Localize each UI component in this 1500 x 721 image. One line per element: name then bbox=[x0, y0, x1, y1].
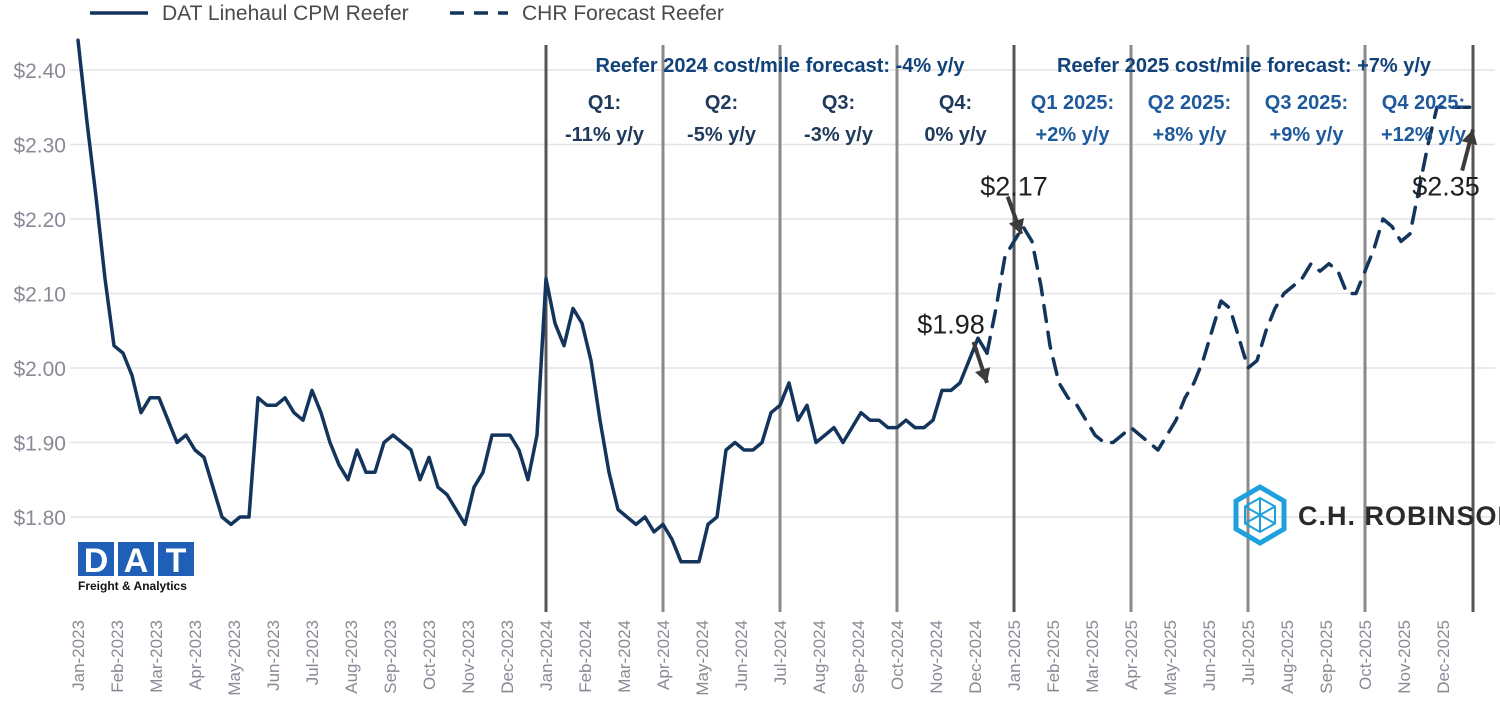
quarter-label-change: +2% y/y bbox=[1036, 124, 1111, 146]
x-tick-label: Dec-2024 bbox=[966, 620, 985, 694]
dat-logo-box-a bbox=[118, 542, 154, 576]
legend: DAT Linehaul CPM Reefer CHR Forecast Ree… bbox=[90, 2, 724, 25]
x-tick-label: Apr-2025 bbox=[1122, 620, 1141, 690]
banner-2024-forecast: Reefer 2024 cost/mile forecast: -4% y/y bbox=[595, 55, 965, 77]
x-tick-label: Nov-2023 bbox=[459, 620, 478, 694]
x-tick-label: Feb-2023 bbox=[108, 620, 127, 693]
dat-logo-box-d bbox=[78, 542, 114, 576]
x-tick-label: Sep-2025 bbox=[1317, 620, 1336, 694]
dat-logo-letter-d: D bbox=[84, 542, 109, 580]
x-tick-label: Jun-2025 bbox=[1200, 620, 1219, 691]
x-tick-label: Jan-2025 bbox=[1005, 620, 1024, 691]
x-tick-label: May-2023 bbox=[225, 620, 244, 696]
x-tick-label: Apr-2024 bbox=[654, 620, 673, 690]
x-tick-label: Jul-2023 bbox=[303, 620, 322, 685]
callout-arrow-head bbox=[1008, 218, 1024, 234]
x-tick-label: Jun-2023 bbox=[264, 620, 283, 691]
quarter-label-title: Q1: bbox=[588, 92, 621, 114]
dat-logo-box-t bbox=[158, 542, 194, 576]
chr-logo: C.H. ROBINSON bbox=[1233, 484, 1500, 546]
x-tick-label: Aug-2023 bbox=[342, 620, 361, 694]
quarter-label-change: -5% y/y bbox=[687, 124, 757, 146]
x-tick-label: Dec-2025 bbox=[1434, 620, 1453, 694]
x-tick-label: Jun-2024 bbox=[732, 620, 751, 691]
quarter-label-title: Q2 2025: bbox=[1148, 92, 1231, 114]
quarter-label-title: Q4 2025: bbox=[1382, 92, 1465, 114]
x-tick-label: Mar-2024 bbox=[615, 620, 634, 693]
x-tick-label: Oct-2024 bbox=[888, 620, 907, 690]
quarter-label-change: 0% y/y bbox=[924, 124, 987, 146]
y-tick-label: $1.90 bbox=[13, 433, 66, 456]
callout-arrow-head bbox=[975, 367, 991, 383]
x-tick-label: Nov-2025 bbox=[1395, 620, 1414, 694]
series-line-dat-linehaul bbox=[76, 38, 989, 564]
x-tick-label: Aug-2025 bbox=[1278, 620, 1297, 694]
y-tick-label: $2.30 bbox=[13, 135, 66, 158]
y-tick-label: $2.20 bbox=[13, 209, 66, 232]
x-tick-label: Jul-2024 bbox=[771, 620, 790, 685]
quarter-labels: Q1: -11% y/y Q2: -5% y/y Q3: -3% y/y Q4: 0% y/y… bbox=[565, 92, 1467, 146]
x-tick-label: Mar-2023 bbox=[147, 620, 166, 693]
dat-logo-subtitle: Freight & Analytics bbox=[78, 579, 187, 593]
quarter-label-change: +8% y/y bbox=[1153, 124, 1228, 146]
y-tick-label: $1.80 bbox=[13, 507, 66, 530]
chr-hexagon-icon bbox=[1233, 484, 1287, 546]
quarter-dividers bbox=[544, 45, 1475, 612]
quarter-label-title: Q3 2025: bbox=[1265, 92, 1348, 114]
y-tick-label: $2.00 bbox=[13, 358, 66, 381]
quarter-label-title: Q3: bbox=[822, 92, 855, 114]
x-tick-label: Jul-2025 bbox=[1239, 620, 1258, 685]
callout-label: $1.98 bbox=[917, 309, 985, 339]
x-tick-label: Mar-2025 bbox=[1083, 620, 1102, 693]
callout-label: $2.35 bbox=[1412, 171, 1480, 201]
x-tick-label: Feb-2025 bbox=[1044, 620, 1063, 693]
quarter-label-title: Q1 2025: bbox=[1031, 92, 1114, 114]
y-axis-ticks: $2.40 $2.30 $2.20 $2.10 $2.00 $1.90 $1.80 bbox=[13, 60, 66, 530]
dat-logo-letter-a: A bbox=[124, 542, 149, 580]
x-tick-label: Aug-2024 bbox=[810, 620, 829, 694]
x-tick-label: Feb-2024 bbox=[576, 620, 595, 693]
x-tick-label: Apr-2023 bbox=[186, 620, 205, 690]
series-lines bbox=[76, 38, 1475, 564]
x-tick-label: Sep-2024 bbox=[849, 620, 868, 694]
gridlines bbox=[70, 69, 1495, 518]
series-line-chr-forecast bbox=[985, 105, 1475, 452]
x-tick-label: Jan-2023 bbox=[69, 620, 88, 691]
x-tick-label: Sep-2023 bbox=[381, 620, 400, 694]
quarter-label-change: -11% y/y bbox=[565, 124, 645, 146]
x-tick-label: Oct-2025 bbox=[1356, 620, 1375, 690]
legend-dashed-label: CHR Forecast Reefer bbox=[522, 2, 724, 25]
dat-logo: D A T Freight & Analytics bbox=[78, 542, 194, 593]
x-axis-ticks: Jan-2023 Feb-2023 Mar-2023 Apr-2023 May-2023… bbox=[69, 620, 1453, 696]
x-tick-label: May-2024 bbox=[693, 620, 712, 696]
x-tick-label: Oct-2023 bbox=[420, 620, 439, 690]
quarter-label-change: -3% y/y bbox=[804, 124, 874, 146]
chr-logo-text: C.H. ROBINSON bbox=[1298, 501, 1500, 531]
quarter-label-change: +9% y/y bbox=[1270, 124, 1345, 146]
dat-logo-letter-t: T bbox=[166, 542, 187, 580]
x-tick-label: Dec-2023 bbox=[498, 620, 517, 694]
callout-label: $2.17 bbox=[980, 171, 1048, 201]
callout-arrow-head bbox=[1461, 129, 1478, 146]
quarter-label-change: +12% y/y bbox=[1381, 124, 1467, 146]
quarter-label-title: Q4: bbox=[939, 92, 972, 114]
banner-2025-forecast: Reefer 2025 cost/mile forecast: +7% y/y bbox=[1057, 55, 1432, 77]
y-tick-label: $2.40 bbox=[13, 60, 66, 83]
y-tick-label: $2.10 bbox=[13, 284, 66, 307]
quarter-label-title: Q2: bbox=[705, 92, 738, 114]
legend-solid-label: DAT Linehaul CPM Reefer bbox=[162, 2, 409, 25]
x-tick-label: Nov-2024 bbox=[927, 620, 946, 694]
x-tick-label: May-2025 bbox=[1161, 620, 1180, 696]
x-tick-label: Jan-2024 bbox=[537, 620, 556, 691]
annotations: $1.98 $2.17 $2.35 bbox=[917, 129, 1480, 384]
